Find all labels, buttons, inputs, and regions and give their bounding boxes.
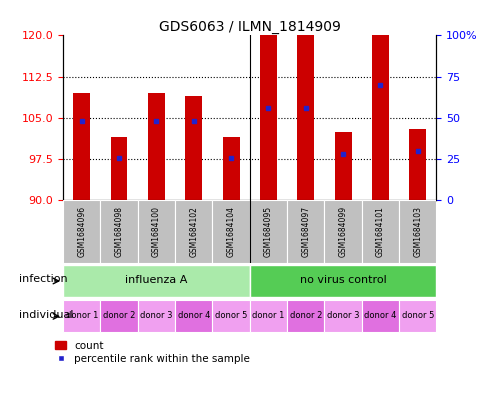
Text: GSM1684104: GSM1684104 [226,206,235,257]
Text: GSM1684101: GSM1684101 [375,206,384,257]
Bar [100,200,137,263]
Bar [398,300,436,332]
Text: donor 2: donor 2 [103,311,135,320]
Text: GSM1684099: GSM1684099 [338,206,347,257]
Text: GSM1684095: GSM1684095 [263,206,272,257]
Bar [185,96,202,200]
Bar [73,93,90,200]
Bar [222,137,239,200]
Bar [324,200,361,263]
Bar [371,35,388,200]
Bar [287,200,324,263]
Text: donor 3: donor 3 [326,311,359,320]
Text: GSM1684096: GSM1684096 [77,206,86,257]
Text: donor 5: donor 5 [401,311,433,320]
Text: GSM1684097: GSM1684097 [301,206,310,257]
Bar [361,200,398,263]
Text: donor 1: donor 1 [252,311,284,320]
Text: GSM1684098: GSM1684098 [114,206,123,257]
Text: GSM1684102: GSM1684102 [189,206,198,257]
Text: influenza A: influenza A [125,275,187,285]
Bar [334,132,351,200]
Bar [212,200,249,263]
Bar [137,300,175,332]
Text: GSM1684103: GSM1684103 [412,206,422,257]
Text: donor 1: donor 1 [65,311,98,320]
Bar [249,265,436,297]
Bar [249,300,287,332]
Title: GDS6063 / ILMN_1814909: GDS6063 / ILMN_1814909 [158,20,340,34]
Bar [361,300,398,332]
Bar [148,93,165,200]
Text: donor 4: donor 4 [177,311,210,320]
Bar [63,300,100,332]
Bar [398,200,436,263]
Text: donor 5: donor 5 [214,311,247,320]
Bar [63,200,100,263]
Bar [249,200,287,263]
Bar [212,300,249,332]
Text: donor 3: donor 3 [140,311,172,320]
Legend: count, percentile rank within the sample: count, percentile rank within the sample [51,337,254,368]
Bar [297,0,314,200]
Bar [63,265,249,297]
Text: donor 2: donor 2 [289,311,321,320]
Bar [287,300,324,332]
Bar [324,300,361,332]
Bar [100,300,137,332]
Bar [175,300,212,332]
Text: GSM1684100: GSM1684100 [151,206,161,257]
Text: no virus control: no virus control [299,275,386,285]
Bar [137,200,175,263]
Text: individual: individual [19,310,73,320]
Text: donor 4: donor 4 [363,311,396,320]
Bar [175,200,212,263]
Bar [259,0,276,200]
Bar [110,137,127,200]
Text: infection: infection [19,274,67,284]
Bar [408,129,425,200]
